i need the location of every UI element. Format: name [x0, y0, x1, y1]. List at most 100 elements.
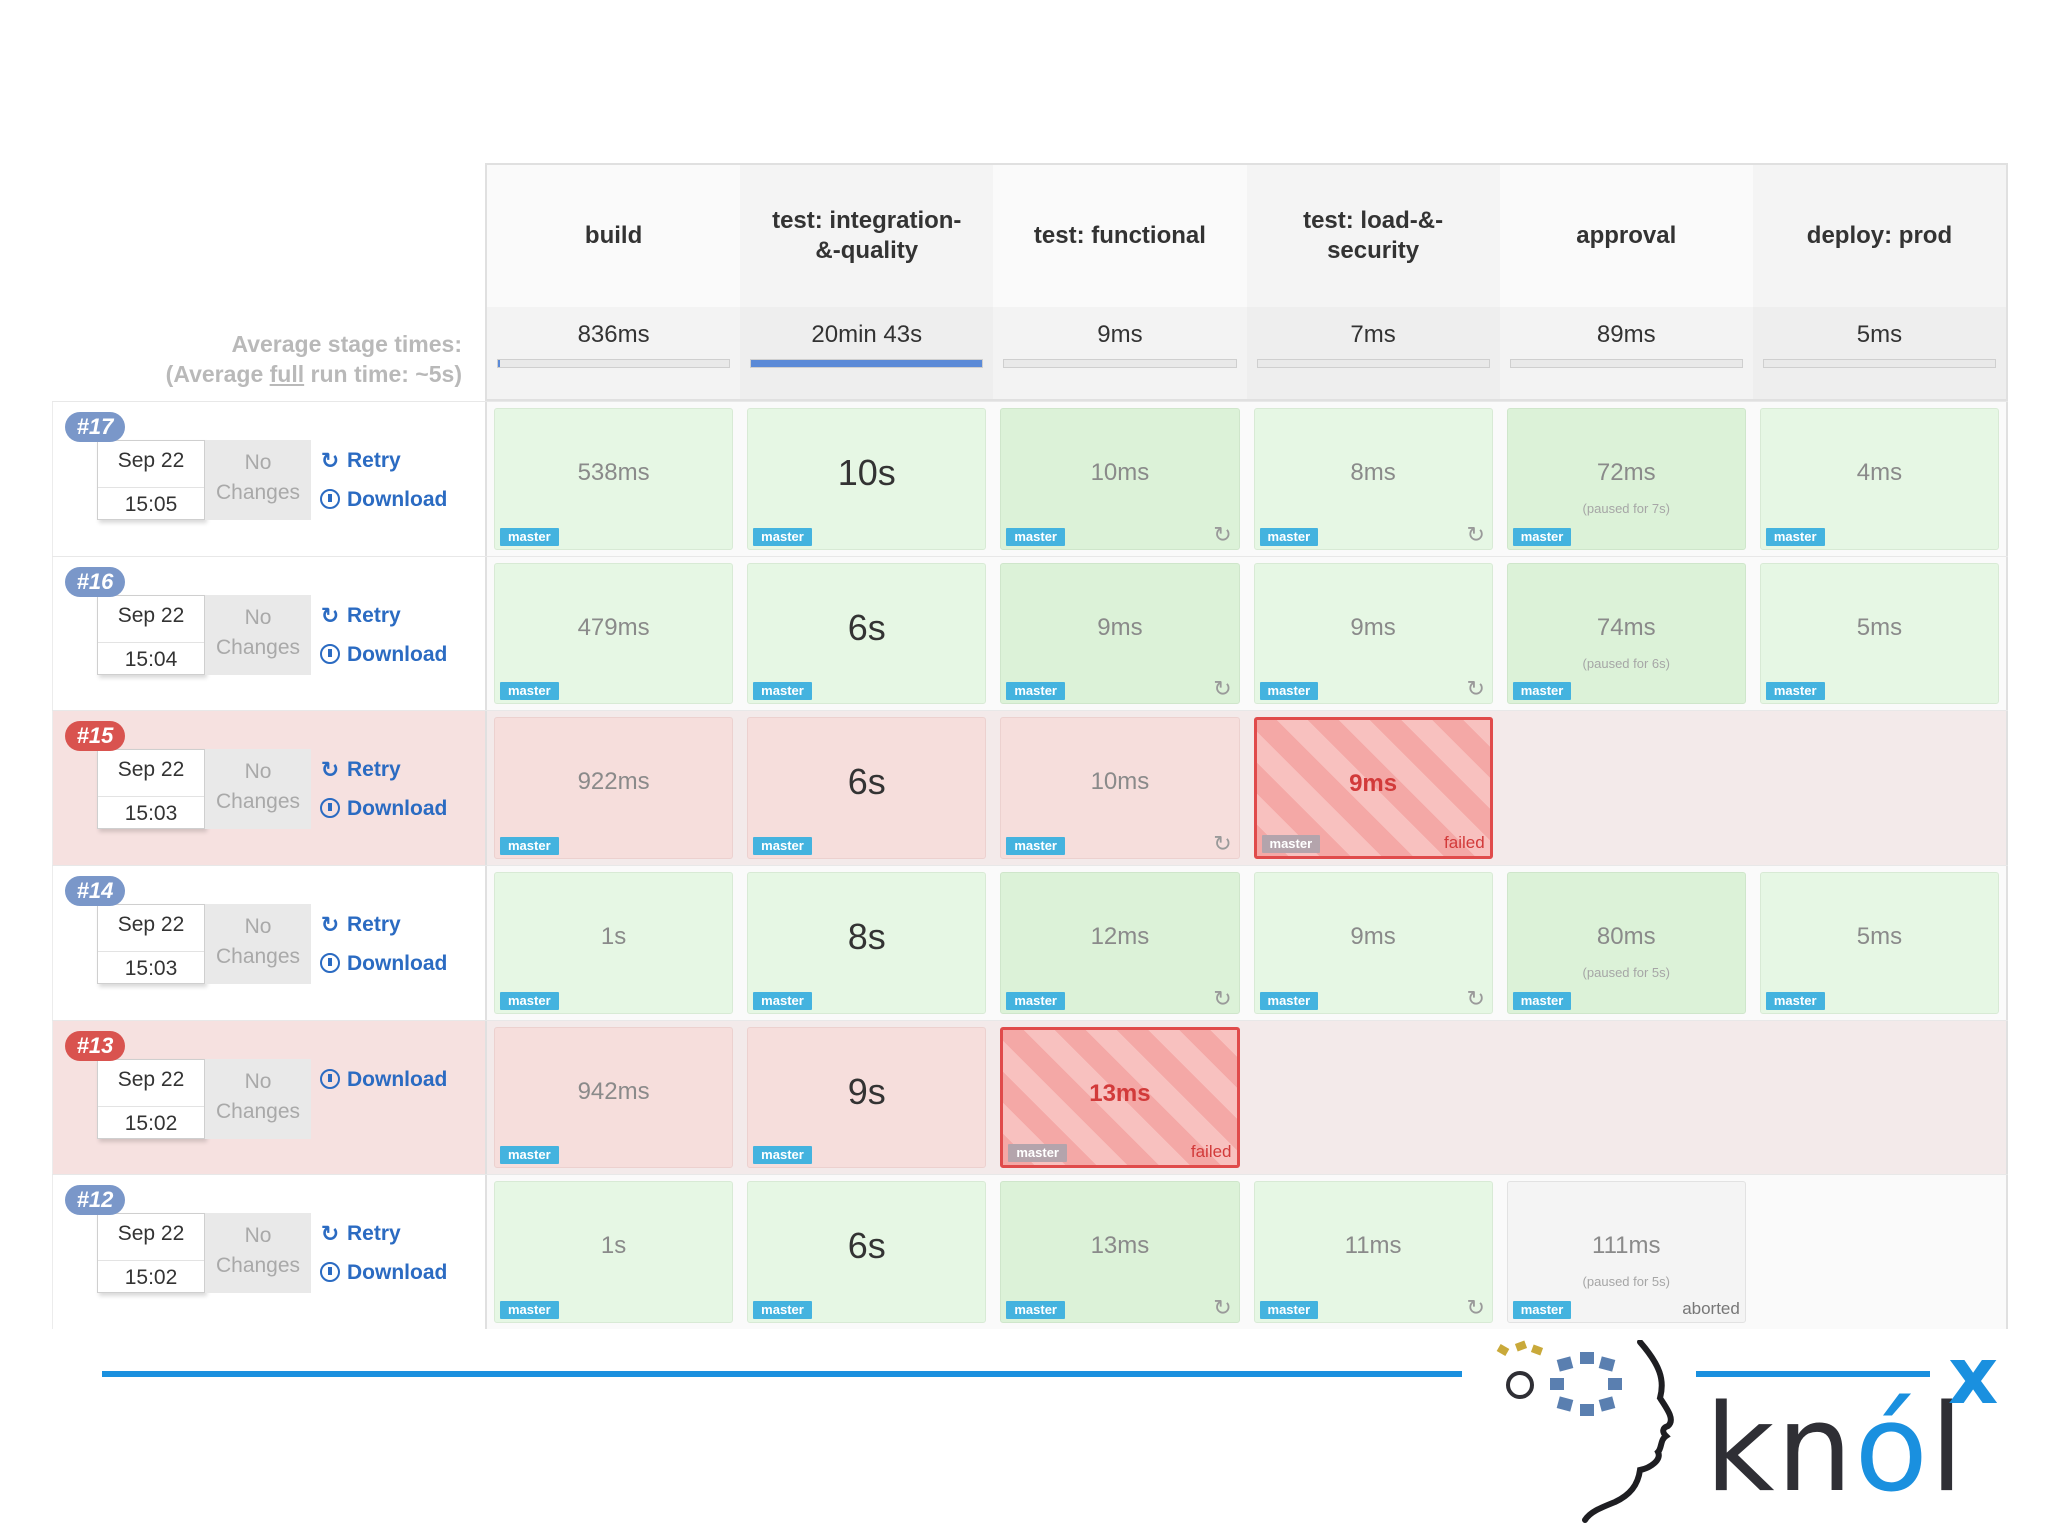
restart-icon[interactable]: ↻ [1466, 676, 1485, 702]
run-date: Sep 22 [117, 449, 185, 472]
stage-cell[interactable]: 11ms master ↻ [1253, 1181, 1493, 1324]
no-changes-box: No Changes [205, 1213, 311, 1294]
stage-cell[interactable]: 4ms master [1759, 408, 2000, 550]
average-label-line1: Average stage times: [231, 331, 462, 357]
stage-cell[interactable]: 479ms master [494, 562, 734, 705]
retry-link[interactable]: ↻ Retry [319, 755, 447, 785]
stage-cell[interactable]: 9ms master failed [1253, 717, 1493, 860]
stage-cell[interactable]: 6s master [747, 1181, 987, 1324]
retry-label: Retry [347, 913, 401, 937]
retry-link[interactable]: ↻ Retry [319, 601, 447, 631]
stage-cell-slot [1500, 1021, 1753, 1175]
restart-icon[interactable]: ↻ [1213, 676, 1232, 702]
build-number-badge[interactable]: #12 [65, 1185, 125, 1216]
stage-cell[interactable]: 5ms master [1759, 562, 2000, 705]
branch-tag: master [1512, 991, 1572, 1010]
stage-cell[interactable]: 9ms master ↻ [1000, 562, 1240, 705]
branch-tag: master [500, 1301, 559, 1320]
no-changes-box: No Changes [205, 440, 311, 520]
download-link[interactable]: Download [319, 949, 447, 979]
stage-cell[interactable]: 942ms master [494, 1026, 734, 1169]
stage-cell[interactable]: 1s master [494, 872, 734, 1014]
branch-tag: master [1008, 1144, 1067, 1163]
branch-tag: master [1006, 682, 1065, 701]
stage-cell[interactable]: 9s master [747, 1026, 987, 1169]
stage-cell[interactable]: 922ms master [494, 717, 734, 860]
stage-cell[interactable]: 72ms (paused for 7s) master [1506, 408, 1746, 550]
restart-icon[interactable]: ↻ [1213, 521, 1232, 547]
stage-cell-slot: 9ms master ↻ [993, 557, 1246, 711]
logo-text-post: l [1929, 1380, 1966, 1519]
stage-cell[interactable]: 6s master [747, 717, 987, 860]
stage-duration: 6s [847, 606, 886, 648]
download-circle-icon [320, 1262, 340, 1283]
download-link[interactable]: Download [319, 1065, 447, 1095]
branch-tag: master [1512, 527, 1572, 546]
download-label: Download [347, 1261, 448, 1285]
run-time: 15:02 [98, 1105, 204, 1140]
stage-cell[interactable]: 6s master [747, 562, 987, 705]
stage-cell[interactable]: 111ms (paused for 5s) master aborted [1506, 1181, 1746, 1324]
stage-cell-slot: 9ms master failed [1247, 711, 1500, 865]
build-number-badge[interactable]: #15 [65, 721, 125, 752]
stage-duration: 1s [600, 923, 627, 951]
stage-cell[interactable]: 10ms master ↻ [1000, 717, 1240, 860]
stage-cell-slot: 942ms master [487, 1021, 740, 1175]
run-row: Sep 22 15:02 No Changes ↻ Retry Download #12 1s… [52, 1174, 2008, 1330]
stage-duration: 9ms [1097, 613, 1143, 641]
restart-icon[interactable]: ↻ [1466, 985, 1485, 1011]
stage-cell[interactable]: 74ms (paused for 6s) master [1506, 562, 1746, 705]
stage-duration: 922ms [577, 768, 650, 796]
stage-header-4: approval [1576, 222, 1677, 249]
stage-cell-slot [1500, 711, 1753, 865]
run-info: Sep 22 15:03 No Changes ↻ Retry Download #14 [52, 866, 485, 1020]
build-number-badge[interactable]: #13 [65, 1030, 125, 1061]
run-row: Sep 22 15:05 No Changes ↻ Retry Download #17 53… [52, 401, 2008, 556]
stage-cell[interactable]: 12ms master ↻ [1000, 872, 1240, 1014]
stage-cell[interactable]: 8ms master ↻ [1253, 408, 1493, 550]
stage-cell[interactable]: 80ms (paused for 5s) master [1506, 872, 1746, 1014]
no-changes-box: No Changes [205, 749, 311, 830]
build-number-badge[interactable]: #14 [65, 876, 125, 907]
download-link[interactable]: Download [319, 794, 447, 824]
restart-icon[interactable]: ↻ [1213, 1295, 1232, 1321]
stage-cell[interactable]: 10s master [747, 408, 987, 550]
stage-duration: 5ms [1856, 613, 1903, 641]
restart-icon[interactable]: ↻ [1466, 521, 1485, 547]
stage-cell[interactable]: 8s master [747, 872, 987, 1014]
stage-cell-slot: 1s master [487, 1175, 740, 1329]
retry-link[interactable]: ↻ Retry [319, 910, 447, 940]
retry-link[interactable]: ↻ Retry [319, 446, 447, 476]
stage-cell-slot: 12ms master ↻ [993, 866, 1246, 1020]
restart-icon[interactable]: ↻ [1213, 831, 1232, 857]
stage-cell-slot: 5ms master [1753, 557, 2006, 711]
build-number-badge[interactable]: #16 [65, 566, 125, 597]
download-link[interactable]: Download [319, 640, 447, 670]
stage-duration: 8ms [1350, 459, 1396, 486]
stage-cell-slot: 5ms master [1753, 866, 2006, 1020]
stage-cell[interactable]: 10ms master ↻ [1000, 408, 1240, 550]
build-number-badge[interactable]: #17 [65, 412, 125, 442]
branch-tag: master [1512, 1301, 1572, 1320]
restart-icon[interactable]: ↻ [1213, 985, 1232, 1011]
download-link[interactable]: Download [319, 1258, 447, 1288]
run-date-box: Sep 22 15:04 [97, 594, 205, 675]
run-date: Sep 22 [117, 603, 185, 627]
restart-icon[interactable]: ↻ [1466, 1295, 1485, 1321]
stage-cell[interactable]: 13ms master ↻ [1000, 1181, 1240, 1324]
aborted-status: aborted [1682, 1299, 1740, 1319]
stage-header-0: build [584, 222, 643, 249]
stage-cell[interactable]: 1s master [494, 1181, 734, 1324]
download-link[interactable]: Download [319, 485, 447, 515]
stage-cell-slot: 9s master [740, 1021, 993, 1175]
retry-link[interactable]: ↻ Retry [319, 1219, 447, 1249]
stage-cells: 538ms master 10s master 10ms master ↻ 8ms master… [485, 402, 2008, 556]
average-time: 9ms [1097, 321, 1143, 348]
stage-cell[interactable]: 9ms master ↻ [1253, 872, 1493, 1014]
stage-cell[interactable]: 5ms master [1759, 872, 2000, 1014]
branch-tag: master [1259, 682, 1319, 701]
stage-cell[interactable]: 538ms master [494, 408, 734, 550]
stage-cell[interactable]: 9ms master ↻ [1253, 562, 1493, 705]
stage-cells: 922ms master 6s master 10ms master ↻ 9ms master f… [485, 711, 2008, 866]
stage-cell[interactable]: 13ms master failed [1000, 1026, 1240, 1169]
